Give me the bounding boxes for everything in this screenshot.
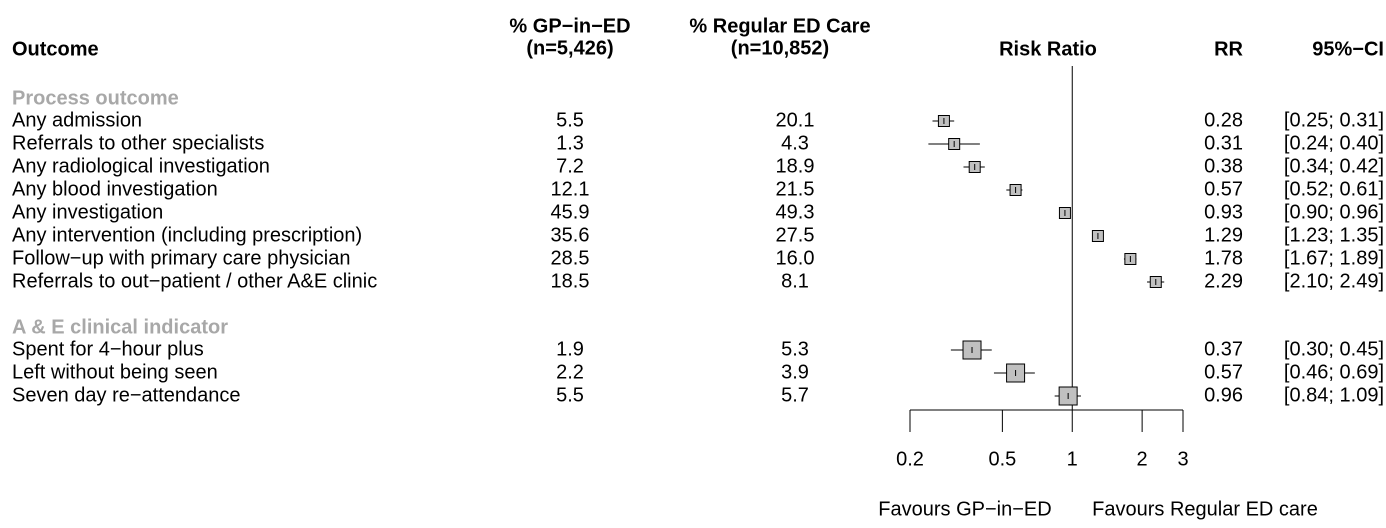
- gp-value: 2.2: [556, 361, 584, 383]
- gp-value: 7.2: [556, 155, 584, 177]
- outcome-label: Any blood investigation: [12, 178, 218, 200]
- gp-value: 1.3: [556, 132, 584, 154]
- rr-value: 0.28: [1204, 109, 1243, 131]
- gp-value: 28.5: [551, 247, 590, 269]
- regular-value: 49.3: [776, 201, 815, 223]
- regular-value: 3.9: [781, 361, 809, 383]
- ci-value: [2.10; 2.49]: [1284, 270, 1384, 292]
- ci-value: [0.84; 1.09]: [1284, 384, 1384, 406]
- rr-value: 0.96: [1204, 384, 1243, 406]
- group-label: Process outcome: [12, 87, 179, 109]
- rr-value: 0.93: [1204, 201, 1243, 223]
- ci-value: [0.24; 0.40]: [1284, 132, 1384, 154]
- header-plot: Risk Ratio: [999, 38, 1097, 60]
- regular-value: 8.1: [781, 270, 809, 292]
- regular-value: 5.3: [781, 338, 809, 360]
- outcome-label: Any admission: [12, 109, 142, 131]
- regular-value: 5.7: [781, 384, 809, 406]
- favours-left: Favours GP−in−ED: [878, 498, 1051, 520]
- ci-value: [0.46; 0.69]: [1284, 361, 1384, 383]
- rr-value: 0.31: [1204, 132, 1243, 154]
- gp-value: 18.5: [551, 270, 590, 292]
- header-outcome: Outcome: [12, 38, 99, 60]
- outcome-label: Spent for 4−hour plus: [12, 338, 204, 360]
- header-ci: 95%−CI: [1312, 38, 1384, 60]
- ci-value: [0.34; 0.42]: [1284, 155, 1384, 177]
- favours-right: Favours Regular ED care: [1092, 498, 1318, 520]
- gp-value: 45.9: [551, 201, 590, 223]
- rr-value: 1.29: [1204, 224, 1243, 246]
- outcome-label: Seven day re−attendance: [12, 384, 241, 406]
- ci-value: [0.52; 0.61]: [1284, 178, 1384, 200]
- header-regular-n: (n=10,852): [731, 37, 829, 59]
- group-label: A & E clinical indicator: [12, 316, 228, 338]
- ci-value: [0.90; 0.96]: [1284, 201, 1384, 223]
- regular-value: 4.3: [781, 132, 809, 154]
- rr-value: 0.57: [1204, 361, 1243, 383]
- regular-value: 20.1: [776, 109, 815, 131]
- gp-value: 35.6: [551, 224, 590, 246]
- gp-value: 5.5: [556, 384, 584, 406]
- ci-value: [0.25; 0.31]: [1284, 109, 1384, 131]
- gp-value: 5.5: [556, 109, 584, 131]
- outcome-label: Referrals to out−patient / other A&E cli…: [12, 270, 377, 292]
- outcome-label: Follow−up with primary care physician: [12, 247, 350, 269]
- x-tick-label: 0.2: [896, 448, 924, 470]
- x-tick-label: 1: [1067, 448, 1078, 470]
- ci-value: [0.30; 0.45]: [1284, 338, 1384, 360]
- outcome-label: Any investigation: [12, 201, 163, 223]
- rr-value: 1.78: [1204, 247, 1243, 269]
- rr-value: 0.57: [1204, 178, 1243, 200]
- regular-value: 18.9: [776, 155, 815, 177]
- rr-value: 2.29: [1204, 270, 1243, 292]
- x-tick-label: 0.5: [988, 448, 1016, 470]
- header-rr: RR: [1214, 38, 1243, 60]
- regular-value: 21.5: [776, 178, 815, 200]
- rr-value: 0.38: [1204, 155, 1243, 177]
- rr-value: 0.37: [1204, 338, 1243, 360]
- gp-value: 12.1: [551, 178, 590, 200]
- outcome-label: Left without being seen: [12, 361, 218, 383]
- outcome-label: Any radiological investigation: [12, 155, 270, 177]
- outcome-label: Referrals to other specialists: [12, 132, 264, 154]
- x-tick-label: 3: [1177, 448, 1188, 470]
- regular-value: 27.5: [776, 224, 815, 246]
- x-tick-label: 2: [1137, 448, 1148, 470]
- ci-value: [1.23; 1.35]: [1284, 224, 1384, 246]
- regular-value: 16.0: [776, 247, 815, 269]
- header-gp-n: (n=5,426): [526, 37, 613, 59]
- outcome-label: Any intervention (including prescription…: [12, 224, 362, 246]
- ci-value: [1.67; 1.89]: [1284, 247, 1384, 269]
- header-regular: % Regular ED Care: [689, 15, 870, 37]
- gp-value: 1.9: [556, 338, 584, 360]
- header-gp: % GP−in−ED: [509, 15, 630, 37]
